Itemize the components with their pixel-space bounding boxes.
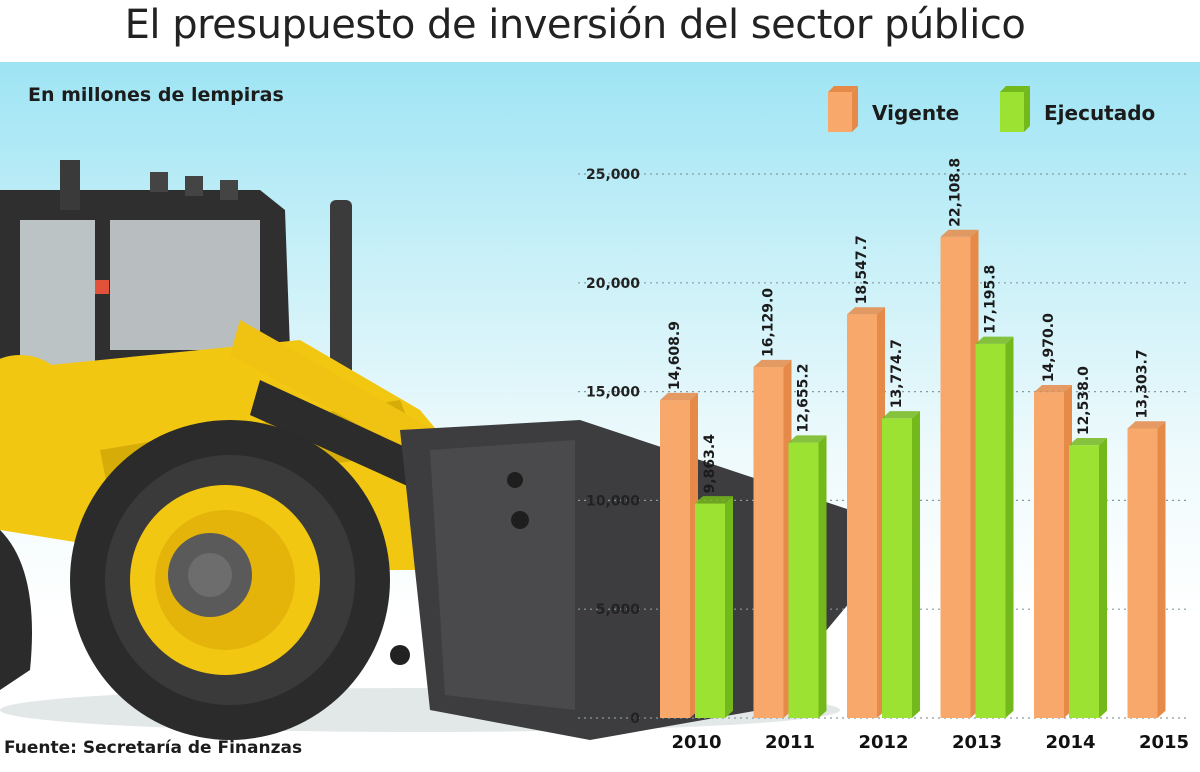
data-labels: 14,608.9 9,863.4 16,129.0 12,655.2 18,547.7 1… (667, 158, 1151, 494)
bar-vigente-2011 (753, 359, 792, 718)
data-label-vigente-2011: 16,129.0 (761, 288, 777, 357)
data-label-ejecutado-2011: 12,655.2 (796, 364, 812, 433)
data-label-ejecutado-2012: 13,774.7 (889, 339, 905, 408)
bar-vigente-2013 (940, 229, 979, 718)
data-label-ejecutado-2010: 9,863.4 (702, 434, 718, 494)
data-label-ejecutado-2014: 12,538.0 (1076, 366, 1092, 435)
chart-title: El presupuesto de inversión del sector p… (124, 2, 1026, 48)
bar-ejecutado-2010 (695, 496, 733, 718)
y-tick-label: 15,000 (586, 385, 640, 401)
legend: Vigente Ejecutado (828, 86, 1155, 132)
bar-ejecutado-2011 (788, 435, 827, 718)
y-tick-label: 20,000 (586, 276, 640, 292)
y-axis-ticks: 0 5,000 10,000 15,000 20,000 25,000 (586, 167, 640, 727)
x-category-label: 2010 (671, 732, 721, 753)
bar-ejecutado-2014 (1069, 437, 1107, 718)
legend-swatch (1000, 86, 1030, 132)
data-label-ejecutado-2013: 17,195.8 (983, 265, 999, 334)
y-tick-label: 25,000 (586, 167, 640, 183)
data-label-vigente-2012: 18,547.7 (854, 235, 870, 304)
x-category-label: 2012 (858, 732, 908, 753)
title-band (0, 0, 1200, 62)
source-note: Fuente: Secretaría de Finanzas (4, 738, 303, 758)
x-axis-categories: 2010 2011 2012 2013 2014 2015 (671, 732, 1189, 753)
bar-ejecutado-2012 (882, 411, 920, 718)
legend-label: Ejecutado (1044, 101, 1155, 125)
bar-vigente-2012 (847, 307, 885, 718)
x-category-label: 2014 (1045, 732, 1095, 753)
data-label-vigente-2014: 14,970.0 (1041, 313, 1057, 382)
legend-item-ejecutado: Ejecutado (1000, 86, 1155, 132)
y-tick-label: 0 (630, 711, 640, 727)
legend-swatch (828, 86, 858, 132)
data-label-vigente-2015: 13,303.7 (1135, 349, 1151, 418)
bar-vigente-2010 (660, 392, 698, 718)
x-category-label: 2011 (765, 732, 815, 753)
backhoe-loader-illustration (0, 160, 860, 740)
bar-vigente-2015 (1127, 421, 1166, 718)
data-label-vigente-2010: 14,608.9 (667, 321, 683, 390)
legend-label: Vigente (872, 101, 959, 125)
y-tick-label: 5,000 (596, 602, 641, 618)
legend-item-vigente: Vigente (828, 86, 959, 132)
bars (660, 229, 1166, 718)
x-category-label: 2013 (952, 732, 1002, 753)
data-label-vigente-2013: 22,108.8 (948, 158, 964, 227)
unit-label: En millones de lempiras (28, 84, 284, 106)
bar-ejecutado-2013 (975, 336, 1014, 718)
bar-vigente-2014 (1034, 385, 1072, 718)
x-category-label: 2015 (1139, 732, 1189, 753)
y-tick-label: 10,000 (586, 493, 640, 509)
